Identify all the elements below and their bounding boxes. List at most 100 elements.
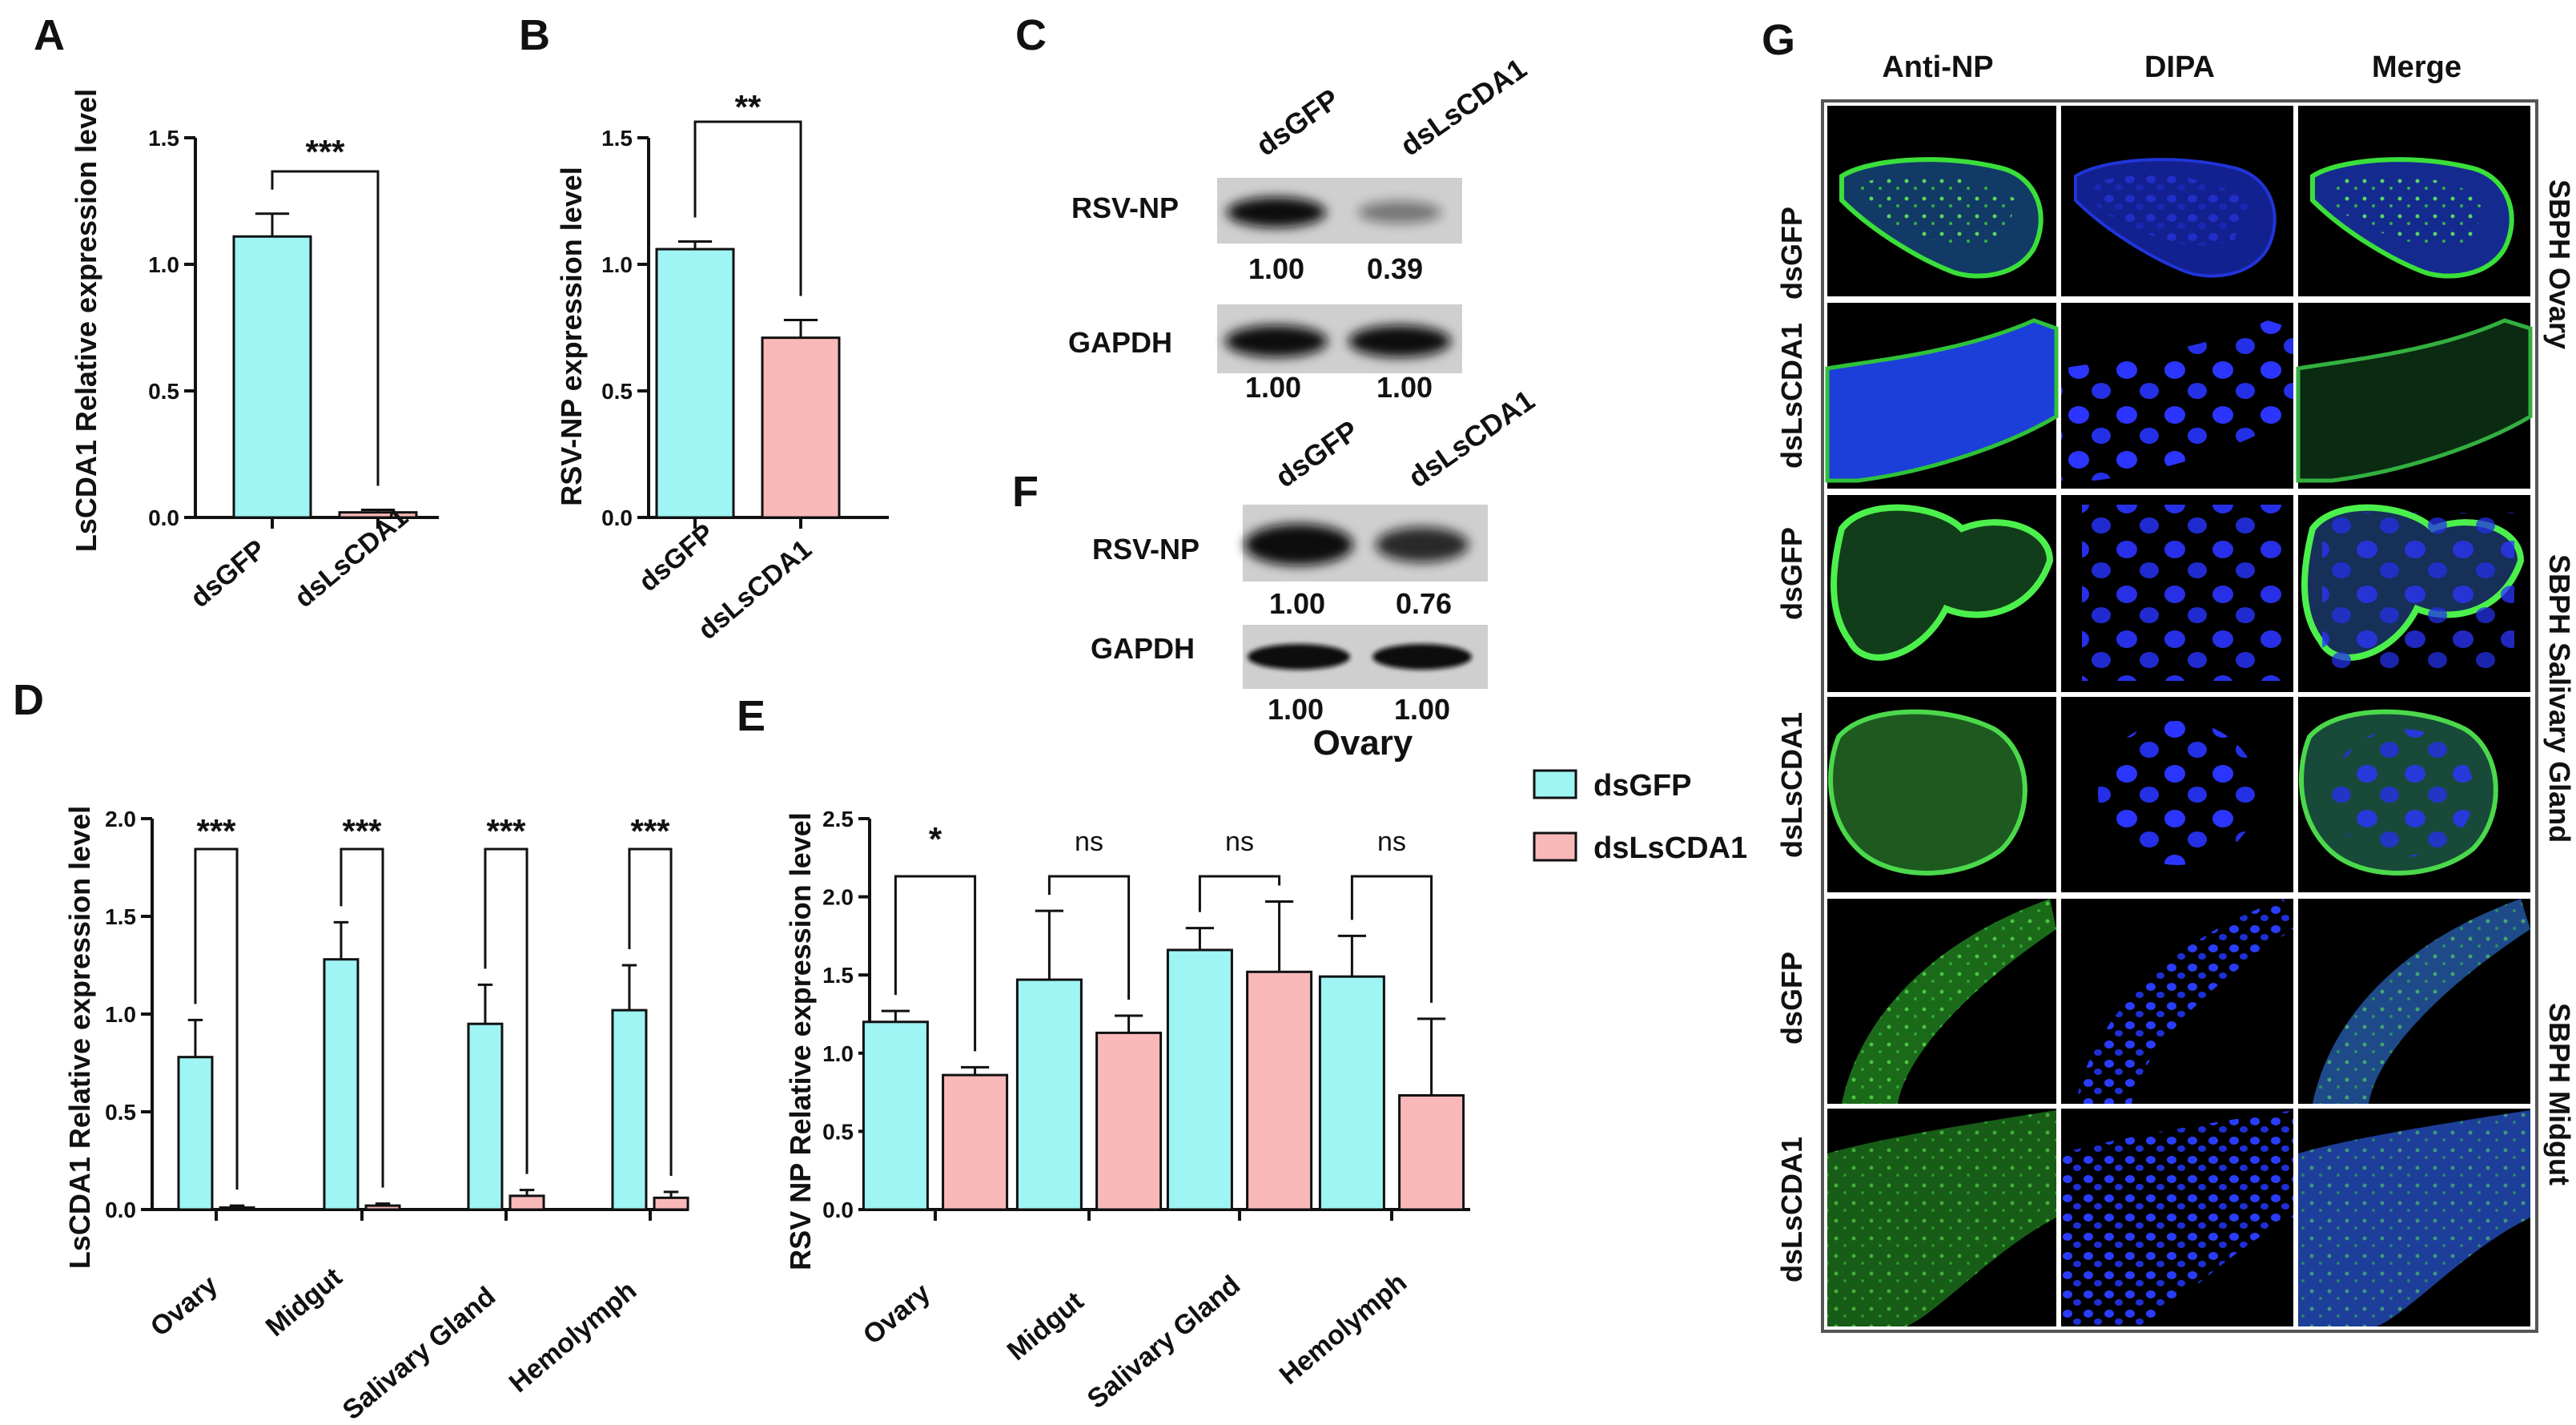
blot-f-caption: Ovary — [1313, 723, 1413, 763]
blot-c-value-rsvnp-dslscda1: 0.39 — [1367, 252, 1423, 285]
micro-image-ovary-dsgfp-dipa — [2061, 106, 2293, 296]
chart-b-y-tick-label: 1.0 — [601, 252, 633, 277]
blot-f-value-rsvnp-dsgfp: 1.00 — [1269, 587, 1325, 620]
chart-b-significance-label: ** — [735, 88, 762, 126]
chart-a-y-tick-label: 0.0 — [148, 505, 179, 530]
legend: dsGFP dsLsCDA1 — [1533, 769, 1747, 865]
chart-b-y-tick-label: 1.5 — [601, 126, 633, 151]
micro-image-salivary-dslscda1-dipa — [2061, 697, 2293, 892]
chart-b-ylabel: RSV-NP expression level — [555, 167, 588, 506]
chart-d-significance-label: *** — [342, 812, 382, 850]
chart-e-significance-bracket — [1047, 875, 1131, 1000]
chart-d-bar-dslscda1 — [508, 1194, 545, 1211]
micro-image-salivary-dslscda1-anti-np — [1827, 697, 2056, 892]
blot-f-band-rsvnp-dslscda1 — [1376, 527, 1469, 562]
blot-f-row-label-gapdh: GAPDH — [1091, 632, 1195, 665]
micro-image-midgut-dslscda1-dipa — [2061, 1109, 2293, 1326]
chart-a-y-tick-label: 0.5 — [148, 379, 179, 404]
legend-swatch-dsgfp — [1533, 769, 1577, 799]
chart-d-bar-dsgfp — [611, 1008, 648, 1211]
chart-e-significance-label: ns — [1225, 827, 1254, 857]
legend-label-dslscda1: dsLsCDA1 — [1593, 831, 1747, 865]
panel-letter-c: C — [1015, 11, 1047, 59]
chart-a-significance-bracket — [271, 170, 380, 486]
micro-image-midgut-dsgfp-dipa — [2061, 899, 2293, 1104]
micro-image-midgut-dsgfp-anti-np — [1827, 899, 2056, 1104]
blot-f-band-gapdh-dslscda1 — [1372, 644, 1472, 670]
chart-e-bar-dslscda1 — [1246, 970, 1313, 1211]
panel-letter-a: A — [34, 11, 65, 59]
chart-e-bar-dslscda1 — [1095, 1031, 1163, 1211]
chart-d-bar-dsgfp — [323, 958, 360, 1211]
panel-letter-d: D — [13, 676, 44, 724]
chart-e-category-label: Hemolymph — [1274, 1267, 1413, 1391]
blot-f-value-gapdh-dslscda1: 1.00 — [1394, 693, 1450, 726]
microscopy-panel-g: Anti-NP DIPA Merge dsGFP dsLsCDA1 dsGFP … — [1775, 50, 2576, 1333]
blot-f-band-gapdh-dsgfp — [1248, 644, 1350, 670]
chart-e-y-tick-label: 1.0 — [822, 1041, 854, 1066]
chart-b-y-tick-label: 0.5 — [601, 379, 633, 404]
chart-e-y-tick-label: 2.5 — [822, 807, 854, 831]
micro-image-midgut-dsgfp-merge — [2298, 899, 2530, 1104]
chart-e-y-tick-label: 2.0 — [822, 885, 854, 910]
chart-d-y-tick-label: 1.0 — [105, 1002, 136, 1027]
panel-letter-f: F — [1012, 468, 1039, 516]
chart-b-category-label: dsGFP — [633, 518, 720, 598]
blot-c-band-rsvnp-dslscda1 — [1358, 201, 1441, 223]
chart-e-bar-dsgfp — [1015, 978, 1083, 1211]
chart-e-bar-dsgfp — [862, 1020, 929, 1211]
chart-d-ylabel: LsCDA1 Relative expression level — [63, 806, 96, 1269]
chart-d-category-label: Midgut — [260, 1262, 348, 1342]
blot-c-band-gapdh-dslscda1 — [1348, 325, 1451, 357]
chart-e-significance-bracket — [894, 875, 977, 1052]
chart-b-y-tick-label: 0.0 — [601, 505, 633, 530]
micro-frame — [1821, 99, 2538, 1333]
chart-e-y-tick-label: 1.5 — [822, 963, 854, 988]
blot-f-lane-label-dsgfp: dsGFP — [1269, 413, 1364, 493]
chart-e-category-label: Salivary Gland — [1082, 1270, 1246, 1415]
chart-d-significance-bracket — [340, 847, 384, 1188]
chart-e-bar-dslscda1 — [942, 1073, 1009, 1211]
chart-d-significance-bracket — [194, 847, 239, 1190]
blot-c-value-gapdh-dsgfp: 1.00 — [1245, 371, 1301, 404]
micro-group-label-salivary: SBPH Salivary Gland — [2543, 554, 2576, 843]
chart-b-significance-bracket — [693, 120, 802, 296]
micro-group-label-ovary: SBPH Ovary — [2543, 179, 2576, 349]
chart-d-category-label: Hemolymph — [504, 1275, 642, 1399]
micro-image-salivary-dslscda1-merge — [2298, 697, 2530, 892]
legend-swatch-dslscda1 — [1533, 831, 1577, 862]
chart-a-bar-dsgfp — [232, 235, 312, 519]
blot-c-lane-label-dslscda1: dsLsCDA1 — [1394, 52, 1533, 163]
chart-e-bar-dsgfp — [1318, 975, 1385, 1211]
blot-f-value-gapdh-dsgfp: 1.00 — [1268, 693, 1324, 726]
chart-e-significance-label: ns — [1075, 827, 1103, 857]
chart-d-significance-label: *** — [196, 812, 236, 850]
chart-d-y-tick-label: 0.5 — [105, 1100, 136, 1125]
chart-e-significance-bracket — [1350, 875, 1433, 1003]
chart-a: LsCDA1 Relative expression level 0.0 0.5 1… — [70, 89, 439, 614]
micro-image-ovary-dslscda1-anti-np — [1825, 303, 2059, 489]
panel-letter-e: E — [737, 692, 766, 740]
chart-d-category-label: Ovary — [145, 1270, 223, 1342]
chart-e-significance-label: * — [929, 820, 942, 858]
chart-e-y-tick-label: 0.0 — [822, 1198, 854, 1222]
micro-row-label-salivary-dsgfp: dsGFP — [1775, 527, 1808, 620]
legend-label-dsgfp: dsGFP — [1593, 769, 1691, 803]
micro-group-label-midgut: SBPH Midgut — [2543, 1003, 2576, 1185]
micro-image-ovary-dsgfp-merge — [2298, 106, 2530, 296]
chart-e: RSV NP Relative expression level 0.0 0.5 1… — [784, 807, 1470, 1415]
blot-f-value-rsvnp-dslscda1: 0.76 — [1396, 587, 1452, 620]
chart-d-y-tick-label: 1.5 — [105, 904, 136, 929]
chart-e-bar-dslscda1 — [1398, 1094, 1465, 1211]
blot-c-value-rsvnp-dsgfp: 1.00 — [1248, 252, 1304, 285]
chart-d-y-tick-label: 0.0 — [105, 1198, 136, 1222]
panel-letter-b: B — [519, 11, 550, 59]
western-blot-f: dsGFP dsLsCDA1 RSV-NP 1.00 0.76 GAPDH 1.… — [1091, 384, 1541, 763]
micro-row-label-salivary-dslscda1: dsLsCDA1 — [1775, 712, 1808, 858]
blot-c-band-rsvnp-dsgfp — [1227, 197, 1326, 227]
micro-row-label-ovary-dslscda1: dsLsCDA1 — [1775, 323, 1808, 469]
chart-a-significance-label: *** — [305, 133, 345, 171]
chart-e-category-label: Ovary — [858, 1278, 936, 1351]
panel-letter-g: G — [1762, 16, 1795, 64]
